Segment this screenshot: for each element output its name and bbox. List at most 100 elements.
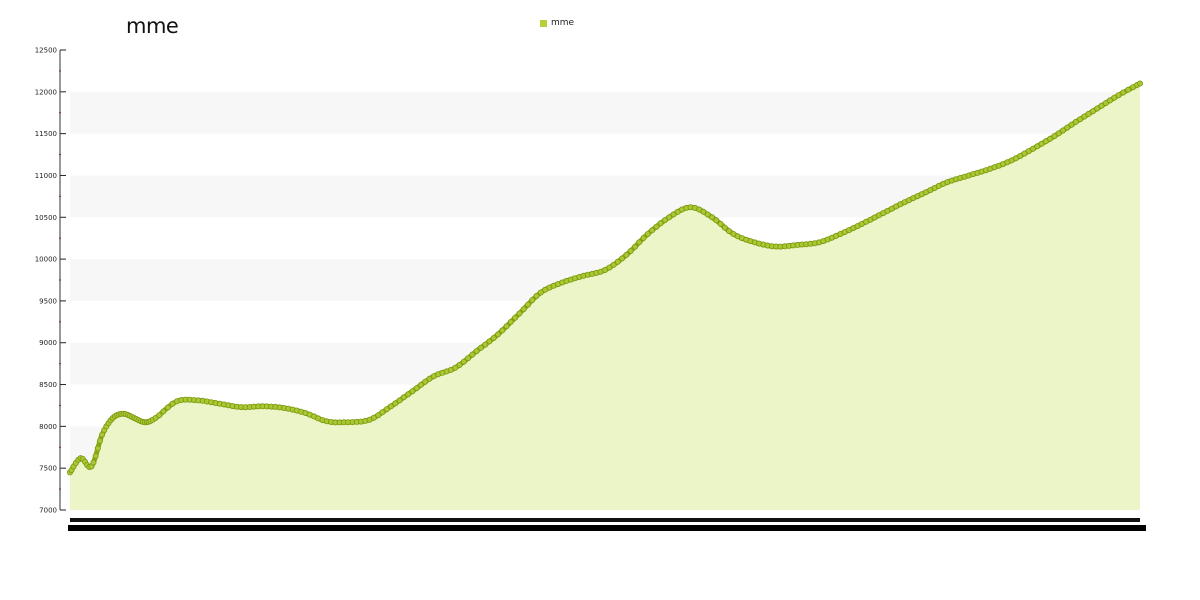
- data-point: [525, 301, 532, 308]
- legend-label: mme: [551, 18, 575, 28]
- data-point: [503, 323, 510, 330]
- data-point: [370, 414, 377, 421]
- data-point: [383, 406, 390, 413]
- data-point: [1064, 124, 1071, 131]
- data-point: [379, 409, 386, 416]
- data-point: [1072, 118, 1079, 125]
- grid-band: [70, 91, 1140, 134]
- data-point: [627, 247, 634, 254]
- data-point: [610, 261, 617, 268]
- data-point: [1077, 116, 1084, 123]
- data-point: [661, 217, 668, 224]
- data-point: [469, 351, 476, 358]
- y-tick-label: 11000: [35, 172, 57, 180]
- data-point: [97, 437, 104, 444]
- data-point: [670, 211, 677, 218]
- data-point: [464, 355, 471, 362]
- y-tick-label: 10500: [35, 214, 57, 222]
- data-point: [1125, 86, 1132, 93]
- x-tick-labels-band: [68, 525, 1146, 531]
- data-point: [726, 228, 733, 235]
- data-point: [717, 220, 724, 227]
- data-point: [713, 217, 720, 224]
- data-point: [1047, 135, 1054, 142]
- data-point: [700, 208, 707, 215]
- data-point: [90, 459, 97, 466]
- data-point: [1115, 92, 1122, 99]
- y-tick-label: 12000: [35, 88, 57, 96]
- data-point: [490, 334, 497, 341]
- data-point: [413, 385, 420, 392]
- series-area: [70, 83, 1140, 510]
- data-point: [499, 327, 506, 334]
- data-point: [653, 223, 660, 230]
- data-point: [473, 348, 480, 355]
- data-point: [460, 358, 467, 365]
- data-point: [94, 445, 101, 452]
- data-point: [1094, 105, 1101, 112]
- data-point: [92, 452, 99, 459]
- data-point: [486, 338, 493, 345]
- data-point: [477, 344, 484, 351]
- data-point: [494, 331, 501, 338]
- data-point: [507, 318, 514, 325]
- data-point: [482, 341, 489, 348]
- data-point: [1085, 110, 1092, 117]
- data-point: [529, 297, 536, 304]
- chart-title: mme: [126, 14, 179, 38]
- data-point: [452, 364, 459, 371]
- data-point: [1068, 121, 1075, 128]
- data-point: [516, 310, 523, 317]
- data-point: [640, 234, 647, 241]
- data-point: [644, 230, 651, 237]
- y-tick-label: 11500: [35, 130, 57, 138]
- y-tick-label: 7500: [39, 465, 57, 473]
- data-point: [520, 306, 527, 313]
- data-point: [614, 258, 621, 265]
- data-point: [512, 314, 519, 321]
- data-point: [387, 403, 394, 410]
- data-point: [164, 404, 171, 411]
- data-point: [160, 408, 167, 415]
- y-tick-label: 9000: [39, 339, 57, 347]
- data-point: [400, 394, 407, 401]
- data-point: [417, 381, 424, 388]
- data-point: [632, 243, 639, 250]
- legend: mme: [540, 18, 574, 28]
- y-tick-label: 8500: [39, 381, 57, 389]
- data-point: [169, 400, 176, 407]
- data-point: [456, 361, 463, 368]
- data-point: [409, 388, 416, 395]
- data-point: [1021, 150, 1028, 157]
- data-point: [606, 264, 613, 271]
- y-tick-label: 9500: [39, 297, 57, 305]
- data-point: [1120, 89, 1127, 96]
- data-point: [704, 211, 711, 218]
- x-axis-bar: [70, 518, 1140, 522]
- data-point: [405, 391, 412, 398]
- data-point: [1034, 143, 1041, 150]
- data-point: [666, 214, 673, 221]
- data-point: [1089, 108, 1096, 115]
- data-point: [537, 289, 544, 296]
- data-point: [1098, 102, 1105, 109]
- y-tick-label: 8000: [39, 423, 57, 431]
- data-point: [392, 400, 399, 407]
- data-point: [1102, 100, 1109, 107]
- data-point: [1081, 113, 1088, 120]
- data-point: [721, 224, 728, 231]
- data-point: [623, 251, 630, 258]
- data-point: [1051, 133, 1058, 140]
- y-tick-label: 12500: [35, 47, 57, 55]
- data-point: [1055, 130, 1062, 137]
- data-point: [619, 255, 626, 262]
- data-point: [709, 214, 716, 221]
- data-point: [1042, 138, 1049, 145]
- y-tick-label: 10000: [35, 256, 57, 264]
- data-point: [396, 397, 403, 404]
- data-point: [375, 412, 382, 419]
- data-point: [636, 239, 643, 246]
- data-point: [426, 375, 433, 382]
- data-point: [156, 412, 163, 419]
